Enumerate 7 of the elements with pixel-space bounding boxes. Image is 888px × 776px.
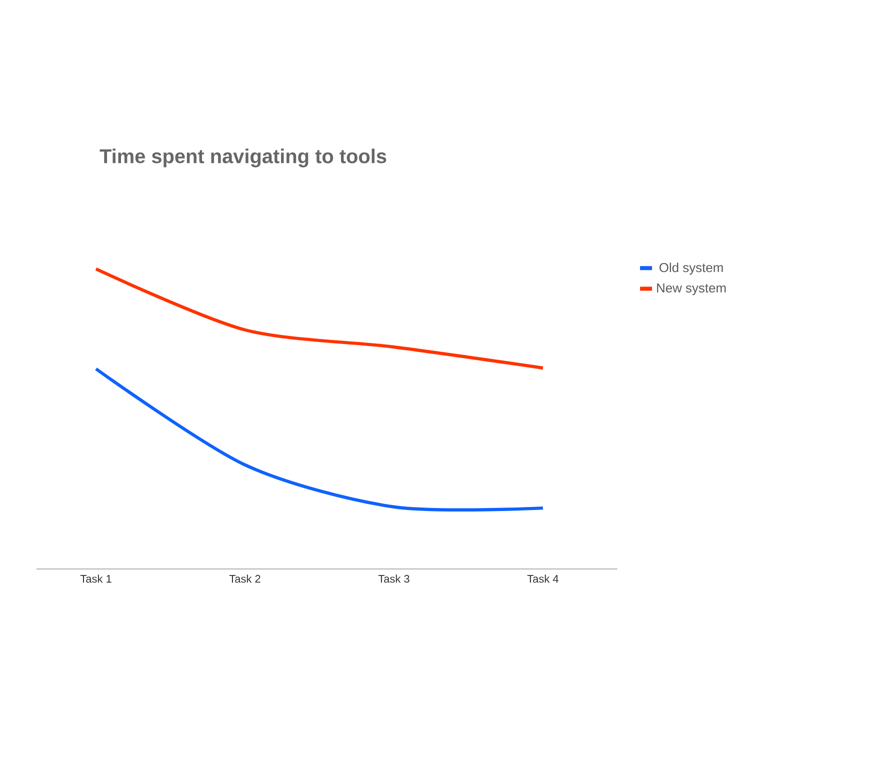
x-tick-label: Task 2 bbox=[229, 574, 260, 583]
x-tick-label: Task 3 bbox=[378, 574, 410, 583]
x-tick-label: Task 1 bbox=[80, 574, 112, 583]
x-tick-label: Task 4 bbox=[527, 574, 558, 583]
legend-label: Old system bbox=[660, 262, 723, 275]
legend-label: New system bbox=[657, 284, 726, 296]
chart-title: Time spent navigating to tools bbox=[100, 148, 386, 168]
